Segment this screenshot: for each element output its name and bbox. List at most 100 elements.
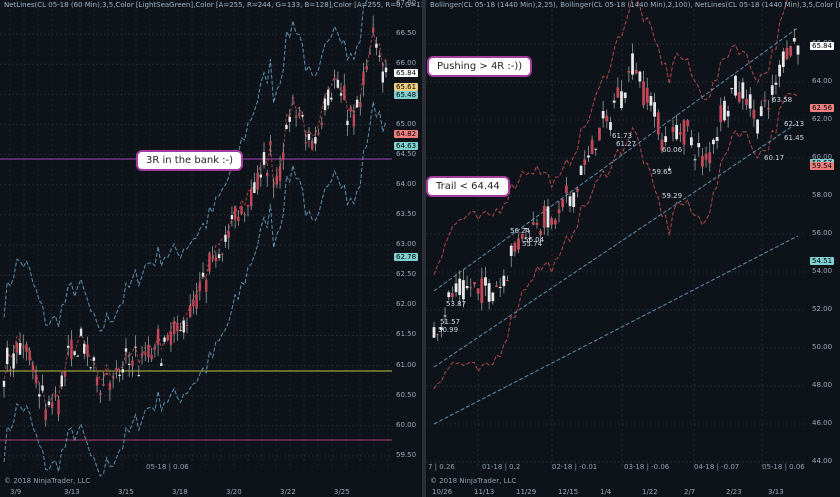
candle-body — [682, 120, 686, 145]
candle-body — [50, 402, 54, 409]
value-label: 60.17 — [764, 154, 785, 162]
candle-body — [323, 98, 327, 111]
price-axis-label: 63.50 — [396, 209, 417, 218]
price-axis-label: 61.50 — [396, 330, 417, 339]
candle-body — [121, 369, 124, 373]
value-label: 63.58 — [772, 96, 793, 104]
candle-body — [79, 328, 83, 336]
candle-body — [111, 377, 115, 379]
candle-body — [272, 186, 275, 188]
pane-divider[interactable] — [422, 0, 426, 497]
candle-body — [572, 192, 576, 208]
price-axis-label: 62.00 — [396, 300, 417, 309]
candle-body — [195, 293, 198, 309]
candle-body — [371, 27, 375, 32]
candle-body — [105, 372, 108, 375]
candle-body — [378, 55, 381, 57]
candle-body — [601, 111, 605, 119]
candle-body — [150, 354, 153, 360]
date-label: 3/13 — [64, 488, 80, 496]
candle-body — [605, 115, 609, 122]
date-label: 2/23 — [726, 488, 742, 496]
candle-body — [2, 380, 6, 387]
candle-body — [118, 374, 121, 376]
candle-body — [15, 342, 19, 353]
candle-body — [301, 115, 304, 117]
candle-body — [9, 368, 12, 370]
candle-body — [745, 98, 748, 106]
candle-body — [205, 279, 208, 292]
right-chart-pane[interactable]: Bollinger(CL 05-18 (1440 Min),2,25), Bol… — [426, 0, 840, 497]
price-axis-label: 48.00 — [812, 381, 833, 389]
candle-body — [60, 375, 63, 387]
candle-body — [249, 188, 253, 207]
candle-body — [458, 278, 462, 295]
candle-body — [63, 371, 67, 377]
price-tag: 64.63 — [394, 141, 419, 150]
candle-body — [201, 272, 205, 277]
candle-body — [436, 334, 440, 336]
candle-body — [524, 228, 528, 230]
candle-body — [631, 53, 634, 75]
price-axis-label: 62.00 — [812, 115, 833, 123]
price-axis-label: 64.00 — [396, 179, 417, 188]
candle-body — [153, 347, 157, 350]
price-tag: 65.84 — [394, 68, 419, 77]
candle-body — [517, 238, 520, 250]
candle-body — [531, 222, 535, 225]
candle-body — [712, 139, 715, 145]
candle-body — [166, 334, 169, 341]
left-chart-pane[interactable]: NetLines(CL 05-18 (60 Min),3,5,Color [Li… — [0, 0, 424, 497]
date-label: 12/15 — [558, 488, 579, 496]
left-chart-header: NetLines(CL 05-18 (60 Min),3,5,Color [Li… — [4, 1, 424, 9]
candle-body — [594, 148, 598, 150]
candle-body — [346, 120, 349, 126]
session-label: 04-18 | -0.07 — [694, 463, 740, 471]
candle-body — [41, 385, 44, 391]
candle-body — [697, 143, 701, 148]
candle-body — [22, 346, 25, 348]
lower-band — [433, 93, 799, 390]
candle-body — [774, 82, 778, 85]
price-axis-label: 64.50 — [396, 149, 417, 158]
upper-band — [433, 0, 788, 275]
candle-body — [131, 360, 134, 367]
candle-body — [447, 292, 451, 298]
price-tag: 62.56 — [810, 104, 835, 113]
candle-body — [730, 88, 734, 90]
price-axis-label: 61.00 — [396, 360, 417, 369]
candle-body — [320, 122, 323, 125]
candle-body — [770, 85, 774, 95]
candle-body — [198, 282, 202, 292]
price-tag: 65.84 — [810, 42, 835, 51]
candle-body — [792, 37, 796, 42]
date-label: 3/25 — [334, 488, 350, 496]
value-label: 51.57 — [440, 318, 461, 326]
candle-body — [686, 120, 690, 127]
candle-body — [6, 347, 9, 365]
candle-body — [634, 69, 638, 74]
candle-body — [214, 257, 218, 261]
value-label: 59.65 — [652, 168, 673, 176]
candle-body — [89, 367, 92, 369]
candle-body — [269, 140, 272, 146]
candle-body — [759, 106, 763, 117]
candle-body — [550, 218, 554, 225]
value-label: 60.06 — [662, 146, 683, 154]
candle-body — [160, 363, 163, 366]
candle-body — [465, 285, 469, 289]
candle-body — [564, 185, 568, 194]
candle-body — [542, 205, 546, 228]
candle-body — [667, 168, 671, 171]
candle-body — [627, 70, 631, 73]
date-label: 10/26 — [432, 488, 453, 496]
candle-body — [539, 230, 543, 236]
candle-body — [211, 257, 214, 260]
date-label: 2/7 — [684, 488, 696, 496]
candle-body — [375, 43, 378, 48]
value-label: 55.74 — [522, 240, 543, 248]
price-tag: 65.48 — [394, 90, 419, 99]
candle-body — [535, 222, 539, 225]
candle-body — [298, 113, 301, 116]
candle-body — [28, 350, 31, 361]
